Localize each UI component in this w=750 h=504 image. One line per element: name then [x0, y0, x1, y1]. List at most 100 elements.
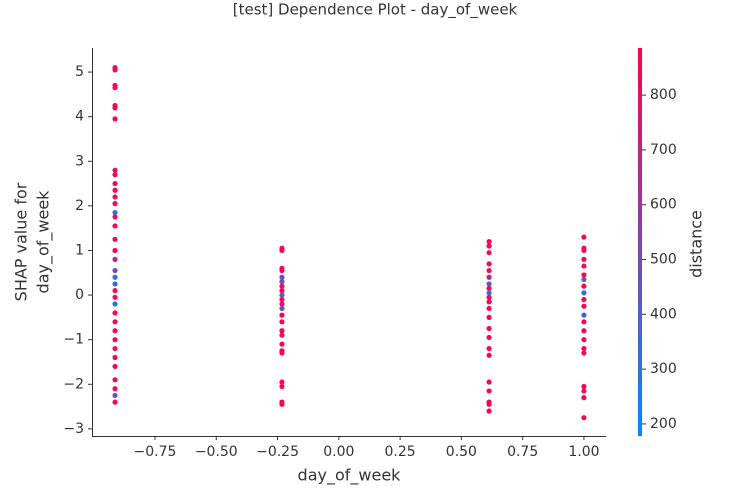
point	[279, 292, 285, 298]
point	[112, 377, 118, 383]
point	[279, 401, 285, 407]
point	[581, 350, 587, 356]
colorbar-tick-label: 300	[650, 361, 677, 377]
x-tick-label: −0.75	[134, 444, 177, 460]
colorbar-tick-label: 500	[650, 252, 677, 268]
point	[112, 67, 118, 73]
point	[112, 267, 118, 274]
point	[112, 288, 118, 294]
point	[486, 274, 492, 280]
y-tick-label: 4	[75, 109, 84, 125]
point	[486, 345, 492, 352]
point	[279, 332, 285, 338]
point	[279, 379, 285, 385]
point	[112, 172, 118, 178]
point	[112, 301, 118, 307]
point	[279, 305, 285, 312]
point	[581, 263, 587, 269]
x-tick-label: 0.00	[323, 444, 354, 460]
point	[279, 247, 285, 254]
y-tick-label: −3	[63, 421, 84, 437]
point	[486, 408, 492, 414]
point	[112, 105, 118, 111]
point	[581, 296, 587, 303]
point	[112, 187, 118, 193]
point	[581, 328, 587, 334]
point	[486, 238, 492, 245]
point	[486, 401, 492, 407]
point	[112, 392, 118, 399]
point	[486, 281, 492, 287]
point	[112, 310, 118, 316]
colorbar-tick-label: 700	[650, 142, 677, 158]
point	[581, 319, 587, 325]
point	[581, 345, 587, 352]
point	[112, 180, 118, 187]
point	[486, 285, 492, 291]
y-tick-label: 5	[75, 64, 84, 80]
point	[112, 345, 118, 352]
point	[486, 388, 492, 394]
colorbar	[638, 48, 642, 436]
colorbar-tick-label: 600	[650, 197, 677, 213]
x-axis-label: day_of_week	[298, 466, 402, 486]
point	[486, 379, 492, 385]
point	[581, 276, 587, 283]
point	[486, 325, 492, 332]
y-tick-label: 1	[75, 242, 84, 258]
point	[581, 256, 587, 262]
point	[112, 209, 118, 216]
point	[581, 388, 587, 394]
point	[112, 247, 118, 254]
point	[581, 303, 587, 309]
point	[581, 234, 587, 240]
point	[112, 85, 118, 91]
point	[279, 383, 285, 390]
point	[581, 395, 587, 401]
colorbar-tick-label: 200	[650, 416, 677, 432]
x-tick-label: 0.75	[507, 444, 538, 460]
x-tick-label: 0.50	[446, 444, 477, 460]
point	[112, 236, 118, 242]
x-tick-label: −0.25	[256, 444, 299, 460]
point	[112, 328, 118, 334]
point	[112, 194, 118, 200]
point	[486, 267, 492, 274]
point	[112, 201, 118, 207]
point	[486, 334, 492, 341]
point	[581, 383, 587, 390]
point	[486, 314, 492, 320]
point	[581, 283, 587, 289]
point	[279, 328, 285, 334]
point	[486, 352, 492, 358]
point	[112, 337, 118, 343]
point	[279, 279, 285, 285]
point	[279, 296, 285, 303]
point	[112, 116, 118, 122]
point	[112, 294, 118, 300]
point	[486, 261, 492, 267]
point	[279, 267, 285, 274]
point	[486, 294, 492, 300]
point	[581, 312, 587, 318]
point	[112, 167, 118, 173]
point	[112, 354, 118, 361]
point	[581, 337, 587, 343]
point	[279, 341, 285, 347]
point	[279, 283, 285, 289]
point	[112, 214, 118, 220]
point	[486, 305, 492, 312]
point	[112, 363, 118, 370]
point	[279, 350, 285, 356]
point	[112, 256, 118, 262]
point	[112, 274, 118, 280]
point	[112, 399, 118, 405]
colorbar-tick-label: 400	[650, 306, 677, 322]
point	[112, 281, 118, 287]
y-tick-label: 0	[75, 287, 84, 303]
point	[112, 386, 118, 392]
chart-title: [test] Dependence Plot - day_of_week	[233, 1, 518, 20]
x-tick-label: 0.25	[385, 444, 416, 460]
point	[581, 247, 587, 254]
